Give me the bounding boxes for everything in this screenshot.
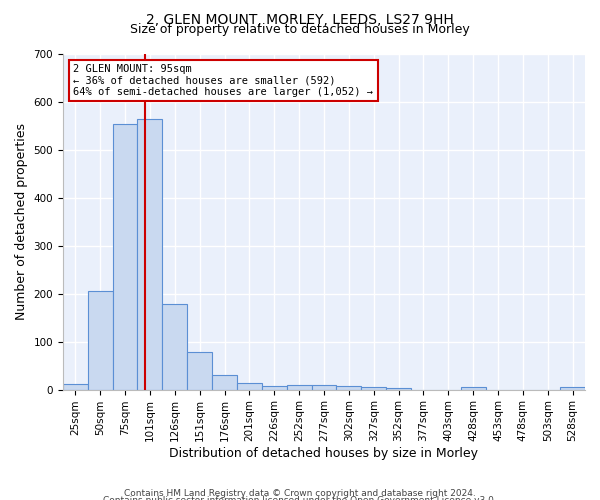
Text: Contains public sector information licensed under the Open Government Licence v3: Contains public sector information licen… [103,496,497,500]
Bar [287,385,311,390]
Bar [311,385,337,390]
Bar [461,387,485,390]
Y-axis label: Number of detached properties: Number of detached properties [15,124,28,320]
Text: Size of property relative to detached houses in Morley: Size of property relative to detached ho… [130,22,470,36]
Bar [237,383,262,390]
Bar [560,387,585,390]
Bar [113,124,137,390]
X-axis label: Distribution of detached houses by size in Morley: Distribution of detached houses by size … [169,447,478,460]
Bar [212,375,237,390]
Bar [137,118,163,390]
Bar [337,386,361,390]
Bar [361,387,386,390]
Bar [63,384,88,390]
Bar [262,386,287,390]
Bar [88,292,113,390]
Bar [386,388,411,390]
Bar [187,352,212,390]
Text: 2 GLEN MOUNT: 95sqm
← 36% of detached houses are smaller (592)
64% of semi-detac: 2 GLEN MOUNT: 95sqm ← 36% of detached ho… [73,64,373,98]
Text: Contains HM Land Registry data © Crown copyright and database right 2024.: Contains HM Land Registry data © Crown c… [124,488,476,498]
Bar [163,304,187,390]
Text: 2, GLEN MOUNT, MORLEY, LEEDS, LS27 9HH: 2, GLEN MOUNT, MORLEY, LEEDS, LS27 9HH [146,12,454,26]
